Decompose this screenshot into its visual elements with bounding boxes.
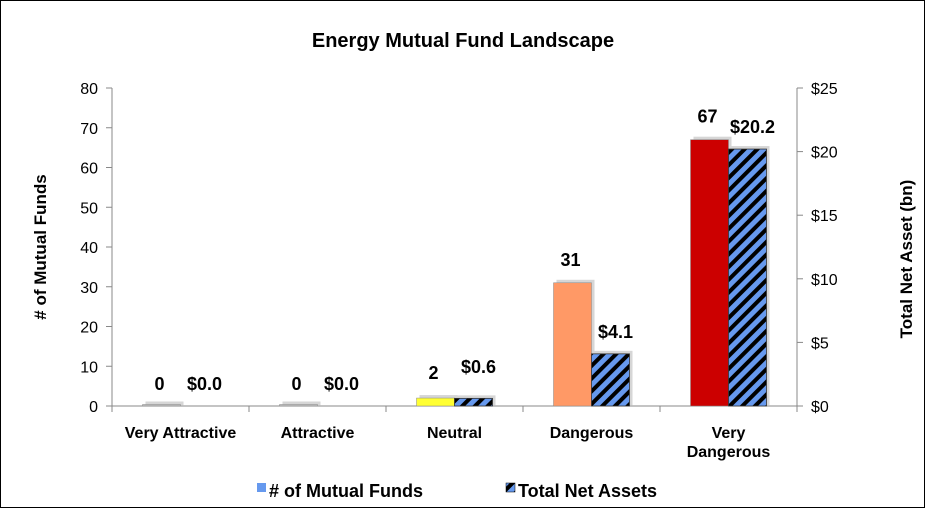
y-tick-label: 50 [80, 200, 98, 217]
y-axis-title: # of Mutual Funds [31, 174, 50, 319]
bar-total-net-assets [728, 148, 767, 407]
bar-mutual-funds [416, 397, 455, 407]
bar-shadow [145, 401, 184, 406]
y2-tick-label: $20 [811, 145, 838, 162]
y-tick-label: 20 [80, 320, 98, 337]
data-label-total-net-assets: $0.0 [324, 374, 359, 394]
y-tick-label: 80 [80, 81, 98, 98]
category-label: Dangerous [550, 425, 634, 442]
data-label-mutual-funds: 2 [428, 363, 438, 383]
category-label: Very [712, 425, 746, 442]
y-tick-label: 30 [80, 280, 98, 297]
y-tick-label: 10 [80, 359, 98, 376]
chart-title: Energy Mutual Fund Landscape [312, 30, 614, 52]
legend-label-mutual-funds: # of Mutual Funds [269, 481, 423, 501]
category-label: Attractive [281, 425, 355, 442]
bar-shadow [282, 401, 321, 406]
bar-total-net-assets [454, 397, 493, 407]
y2-tick-label: $15 [811, 208, 838, 225]
data-label-total-net-assets: $0.6 [461, 357, 496, 377]
bar-total-net-assets [591, 353, 630, 407]
data-label-mutual-funds: 0 [291, 374, 301, 394]
y-tick-label: 40 [80, 240, 98, 257]
bar-mutual-funds [690, 139, 729, 407]
y-tick-label: 60 [80, 161, 98, 178]
data-label-total-net-assets: $4.1 [598, 322, 633, 342]
y2-tick-label: $10 [811, 272, 838, 289]
bar-mutual-funds [553, 282, 592, 407]
bar-mutual-funds [142, 404, 181, 407]
bar-mutual-funds [279, 404, 318, 407]
y2-tick-label: $0 [811, 399, 829, 416]
y2-tick-label: $5 [811, 335, 829, 352]
y2-tick-label: $25 [811, 81, 838, 98]
category-label: Neutral [427, 425, 482, 442]
data-label-mutual-funds: 67 [697, 107, 717, 127]
y-tick-label: 70 [80, 121, 98, 138]
legend-swatch-mutual-funds [257, 483, 266, 492]
y2-axis-title: Total Net Asset (bn) [897, 180, 916, 339]
data-label-total-net-assets: $20.2 [730, 117, 775, 137]
legend-swatch-total-net-assets [505, 482, 516, 493]
category-label: Very Attractive [125, 425, 237, 442]
category-label: Dangerous [687, 444, 771, 461]
data-label-total-net-assets: $0.0 [187, 374, 222, 394]
y-tick-label: 0 [89, 399, 98, 416]
data-label-mutual-funds: 0 [154, 374, 164, 394]
legend-label-total-net-assets: Total Net Assets [518, 481, 657, 501]
data-label-mutual-funds: 31 [560, 250, 580, 270]
